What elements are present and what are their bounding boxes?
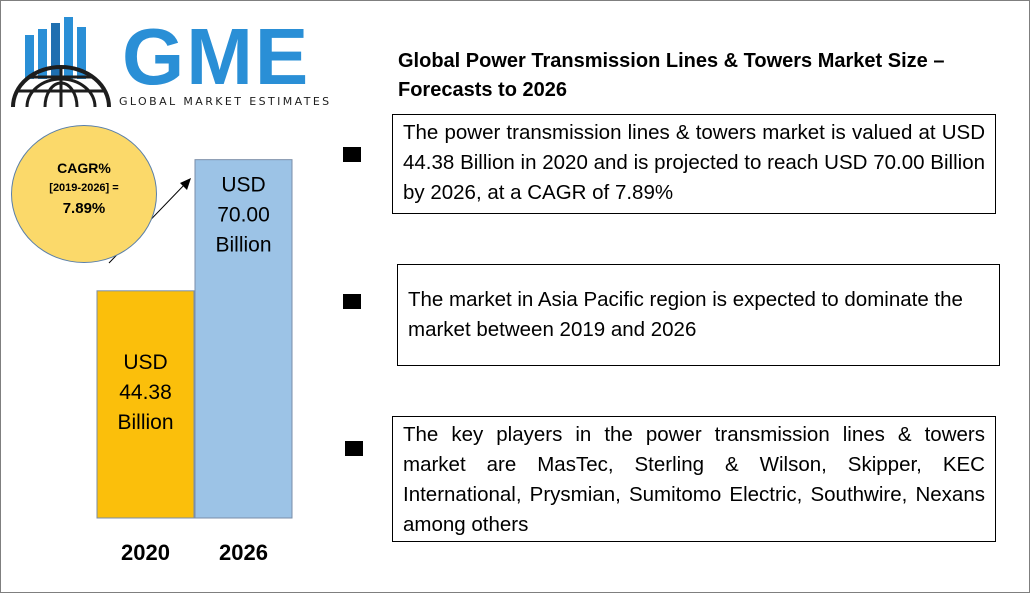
bullet-marker-3 xyxy=(345,441,363,456)
x-tick-label-2026: 2026 xyxy=(219,540,268,565)
cagr-arrow-head xyxy=(180,178,191,190)
data-label-2026: USD 70.00 Billion xyxy=(215,174,271,257)
cagr-label: CAGR% xyxy=(57,160,111,176)
bar-2026 xyxy=(194,159,293,519)
bullet-marker-2 xyxy=(343,294,361,309)
gme-logo: GME GLOBAL MARKET ESTIMATES xyxy=(9,15,354,115)
globe-bars-icon xyxy=(11,17,111,108)
key-point-box-2: The market in Asia Pacific region is exp… xyxy=(397,264,1000,366)
data-label-2020: USD 44.38 Billion xyxy=(117,351,173,434)
logo-wordmark: GME xyxy=(122,12,311,101)
bullet-marker-1 xyxy=(343,147,361,162)
page-title: Global Power Transmission Lines & Towers… xyxy=(398,50,945,101)
x-tick-label-2020: 2020 xyxy=(121,540,170,565)
logo-subtitle: GLOBAL MARKET ESTIMATES xyxy=(119,95,332,108)
key-point-box-3: The key players in the power transmissio… xyxy=(392,416,996,542)
market-size-bar-chart: USD 44.38 Billion 2020 USD 70.00 Billion 2026 xyxy=(96,159,293,565)
cagr-badge: CAGR% [2019-2026] = 7.89% xyxy=(11,125,157,263)
bar-2020 xyxy=(96,290,195,519)
cagr-period: [2019-2026] = xyxy=(49,182,119,194)
cagr-value: 7.89% xyxy=(62,200,106,217)
key-point-box-1: The power transmission lines & towers ma… xyxy=(392,114,996,214)
